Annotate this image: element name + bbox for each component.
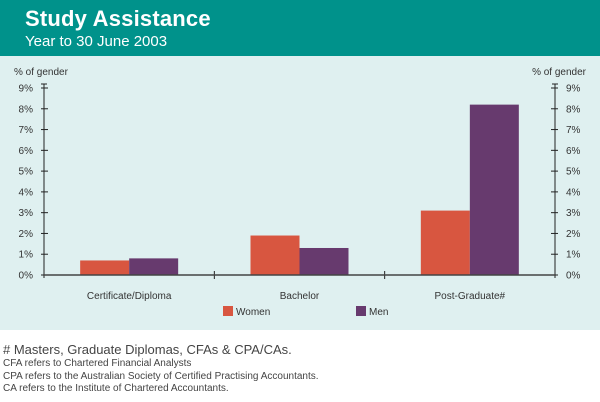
legend-swatch-men <box>356 306 366 316</box>
x-tick-label: Post-Graduate# <box>435 291 506 302</box>
y-tick-label-right: 4% <box>566 187 581 198</box>
bar-men <box>129 258 179 275</box>
bar-women <box>420 210 470 275</box>
y-tick-label-left: 8% <box>19 104 34 115</box>
footnotes: # Masters, Graduate Diplomas, CFAs & CPA… <box>3 342 319 396</box>
y-tick-label-right: 9% <box>566 84 581 95</box>
y-tick-label-left: 5% <box>19 167 34 178</box>
y-tick-label-left: 4% <box>19 187 34 198</box>
y-tick-label-left: 0% <box>19 271 34 282</box>
footnote-line: CPA refers to the Australian Society of … <box>3 370 319 382</box>
y-tick-label-right: 0% <box>566 271 581 282</box>
y-axis-title-left: % of gender <box>14 67 69 78</box>
y-tick-label-right: 3% <box>566 208 581 219</box>
y-tick-label-right: 2% <box>566 229 581 240</box>
bar-men <box>299 247 349 275</box>
y-tick-label-right: 1% <box>566 250 581 261</box>
footnote-main: # Masters, Graduate Diplomas, CFAs & CPA… <box>3 342 292 357</box>
header-banner: Study Assistance Year to 30 June 2003 <box>0 0 600 56</box>
y-tick-label-left: 2% <box>19 229 34 240</box>
y-tick-label-left: 3% <box>19 208 34 219</box>
y-tick-label-right: 8% <box>566 104 581 115</box>
y-axis-title-right: % of gender <box>532 67 587 78</box>
bar-men <box>469 104 519 275</box>
bar-chart: % of gender % of gender 0% 0% 1% 1% 2% 2% 3% 3% 4%… <box>14 67 587 318</box>
bar-women <box>80 260 130 275</box>
legend-label-women: Women <box>236 307 270 318</box>
y-tick-label-left: 1% <box>19 250 34 261</box>
x-tick-label: Certificate/Diploma <box>87 291 172 302</box>
chart-subtitle: Year to 30 June 2003 <box>25 33 168 50</box>
y-tick-label-left: 9% <box>19 84 34 95</box>
bar-women <box>250 235 300 275</box>
y-tick-label-left: 7% <box>19 125 34 136</box>
footnote-line: CFA refers to Chartered Financial Analys… <box>3 358 192 369</box>
y-tick-label-left: 6% <box>19 146 34 157</box>
legend-label-men: Men <box>369 307 388 318</box>
x-tick-label: Bachelor <box>280 291 320 302</box>
footnote-line: CA refers to the Institute of Chartered … <box>3 383 229 394</box>
y-tick-label-right: 6% <box>566 146 581 157</box>
legend-swatch-women <box>223 306 233 316</box>
chart-title: Study Assistance <box>25 6 211 31</box>
y-tick-label-right: 7% <box>566 125 581 136</box>
y-tick-label-right: 5% <box>566 167 581 178</box>
